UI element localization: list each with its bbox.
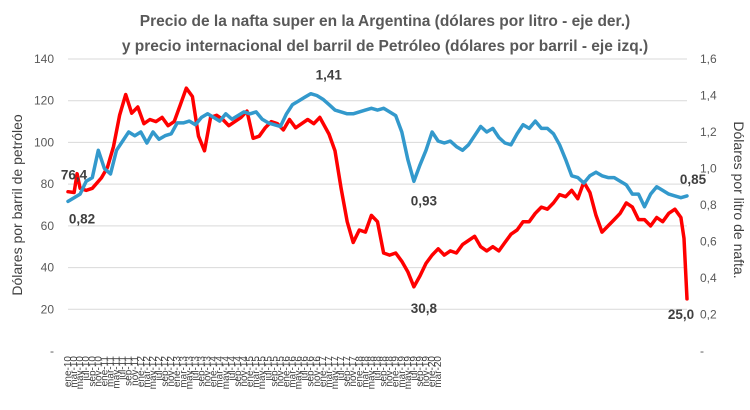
x-tick-label: sep-18 bbox=[379, 356, 390, 387]
x-tick-label: mar-20 bbox=[433, 356, 444, 388]
x-axis-ticks: ene-10mar-10may-10jul-10sep-10nov-10ene-… bbox=[63, 356, 444, 390]
x-tick-label: jul-11 bbox=[118, 356, 129, 381]
right-tick-label: 0,4 bbox=[700, 271, 717, 285]
x-tick-label: ene-10 bbox=[63, 356, 74, 388]
right-tick-label: 1,0 bbox=[700, 162, 717, 176]
chart-title-line-2: y precio internacional del barril de Pet… bbox=[122, 38, 648, 55]
x-tick-label: mar-12 bbox=[142, 356, 153, 388]
left-tick-label: 20 bbox=[41, 302, 55, 316]
left-axis-label: Dólares por barril de petróleo bbox=[9, 114, 25, 296]
x-tick-label: may-18 bbox=[366, 356, 377, 390]
x-tick-label: sep-14 bbox=[233, 356, 244, 387]
x-tick-label: mar-17 bbox=[324, 356, 335, 388]
x-tick-label: ene-16 bbox=[281, 356, 292, 388]
right-tick-label: 1,2 bbox=[700, 125, 717, 139]
x-tick-label: ene-11 bbox=[99, 356, 110, 387]
x-tick-label: may-13 bbox=[184, 356, 195, 390]
data-label: 0,93 bbox=[411, 193, 438, 208]
x-tick-label: jul-17 bbox=[336, 356, 347, 382]
x-tick-label: ene-13 bbox=[172, 356, 183, 388]
left-tick-label: 140 bbox=[34, 52, 54, 66]
left-tick-label: 100 bbox=[34, 135, 54, 149]
left-tick-label: 80 bbox=[41, 177, 55, 191]
x-tick-label: may-12 bbox=[148, 356, 159, 390]
data-labels: 76,4 0,82 1,41 0,93 30,8 0,85 25,0 bbox=[61, 68, 707, 322]
x-tick-label: sep-15 bbox=[269, 356, 280, 387]
data-label: 25,0 bbox=[668, 307, 694, 322]
right-tick-label: 0,6 bbox=[700, 235, 717, 249]
x-tick-label: jul-10 bbox=[81, 356, 92, 382]
x-tick-label: may-14 bbox=[221, 356, 232, 390]
x-tick-label: may-16 bbox=[294, 356, 305, 390]
right-tick-label: 1,6 bbox=[700, 52, 717, 66]
right-tick-label: 0,2 bbox=[700, 308, 717, 322]
x-tick-label: ene-17 bbox=[318, 356, 329, 388]
x-tick-label: mar-19 bbox=[397, 356, 408, 388]
x-tick-label: ene-15 bbox=[245, 356, 256, 388]
x-tick-label: sep-16 bbox=[306, 356, 317, 387]
x-tick-label: jul-18 bbox=[373, 356, 384, 382]
x-tick-label: nov-12 bbox=[166, 356, 177, 387]
x-tick-label: jul-14 bbox=[227, 356, 238, 382]
x-tick-label: mar-16 bbox=[288, 356, 299, 388]
x-tick-label: may-10 bbox=[75, 356, 86, 390]
left-tick-label: - bbox=[50, 344, 54, 358]
right-tick-label: 0,8 bbox=[700, 198, 717, 212]
x-tick-label: may-15 bbox=[257, 356, 268, 390]
x-tick-label: nov-13 bbox=[203, 356, 214, 387]
x-tick-label: jul-13 bbox=[190, 356, 201, 382]
series-line-petroleo bbox=[66, 86, 689, 301]
x-tick-label: may-17 bbox=[330, 356, 341, 390]
x-tick-label: nov-14 bbox=[239, 356, 250, 387]
x-tick-label: ene-20 bbox=[427, 356, 438, 388]
x-tick-label: mar-10 bbox=[69, 356, 80, 388]
x-tick-label: nov-15 bbox=[275, 356, 286, 387]
x-tick-label: ene-14 bbox=[209, 356, 220, 388]
x-tick-label: mar-18 bbox=[360, 356, 371, 388]
x-tick-label: sep-12 bbox=[160, 356, 171, 387]
data-label: 30,8 bbox=[411, 301, 438, 316]
right-axis-ticks: - 0,2 0,4 0,6 0,8 1,0 1,2 1,4 1,6 bbox=[700, 52, 717, 358]
gridlines bbox=[68, 58, 687, 310]
left-tick-label: 60 bbox=[41, 219, 55, 233]
x-tick-label: nov-11 bbox=[130, 356, 141, 386]
x-tick-label: sep-19 bbox=[415, 356, 426, 387]
x-tick-label: sep-11 bbox=[124, 356, 135, 386]
x-tick-label: nov-16 bbox=[312, 356, 323, 387]
x-tick-label: jul-19 bbox=[409, 356, 420, 382]
x-tick-label: nov-10 bbox=[93, 356, 104, 387]
left-tick-label: 120 bbox=[34, 94, 54, 108]
left-tick-label: 40 bbox=[41, 261, 55, 275]
data-label: 0,85 bbox=[680, 172, 707, 187]
chart-title-line-1: Precio de la nafta super en la Argentina… bbox=[140, 13, 630, 30]
x-tick-label: mar-15 bbox=[251, 356, 262, 388]
x-tick-label: jul-15 bbox=[263, 356, 274, 382]
x-tick-label: may-11 bbox=[112, 356, 123, 389]
x-tick-label: jul-12 bbox=[154, 356, 165, 382]
left-axis-ticks: - 20 40 60 80 100 120 140 bbox=[34, 52, 54, 358]
x-tick-label: nov-17 bbox=[348, 356, 359, 387]
x-tick-label: ene-19 bbox=[391, 356, 402, 388]
data-label: 76,4 bbox=[61, 168, 88, 183]
x-tick-label: mar-14 bbox=[215, 356, 226, 388]
x-tick-label: mar-13 bbox=[178, 356, 189, 388]
x-tick-label: ene-12 bbox=[136, 356, 147, 388]
x-tick-label: nov-18 bbox=[385, 356, 396, 387]
right-tick-label: - bbox=[700, 344, 704, 358]
x-tick-label: ene-18 bbox=[354, 356, 365, 388]
data-label: 1,41 bbox=[316, 68, 343, 83]
series-lines bbox=[66, 86, 689, 301]
x-tick-label: sep-17 bbox=[342, 356, 353, 387]
right-tick-label: 1,4 bbox=[700, 89, 717, 103]
x-tick-label: may-19 bbox=[403, 356, 414, 390]
series-line-nafta bbox=[66, 91, 689, 209]
right-axis-label: Dólares por litro de nafta. bbox=[731, 121, 747, 278]
data-label: 0,82 bbox=[69, 211, 95, 226]
x-tick-label: jul-16 bbox=[300, 356, 311, 382]
x-tick-label: sep-10 bbox=[87, 356, 98, 387]
x-tick-label: mar-11 bbox=[105, 356, 116, 387]
x-tick-label: sep-13 bbox=[197, 356, 208, 387]
x-tick-label: nov-19 bbox=[421, 356, 432, 387]
